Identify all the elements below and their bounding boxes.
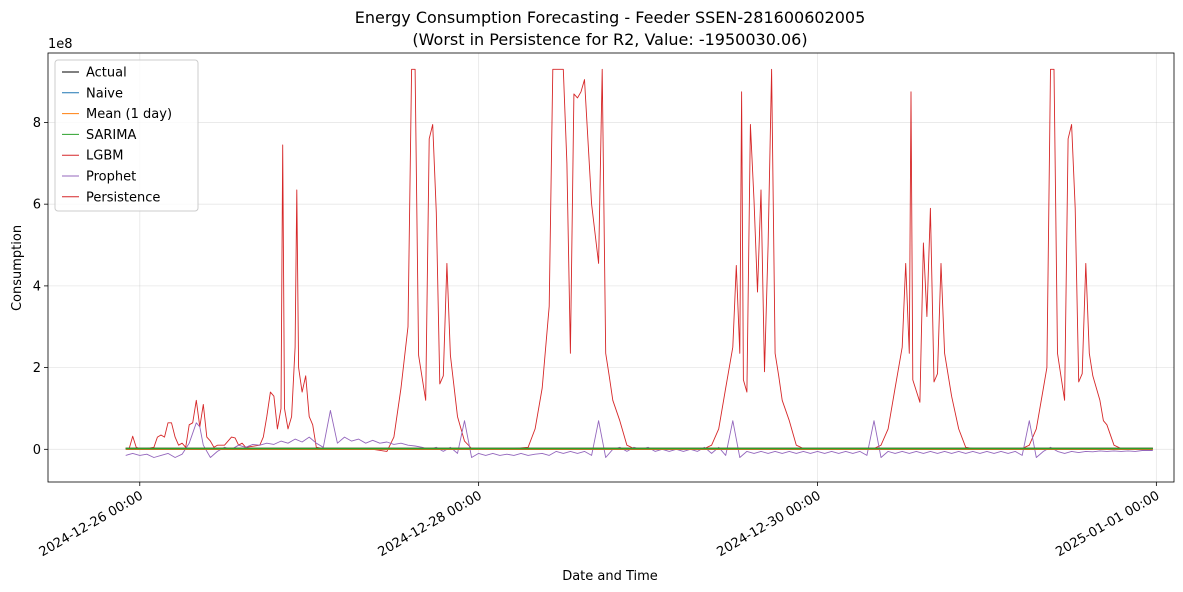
legend-box: [54, 59, 199, 212]
y-tick-label: 8: [33, 116, 41, 131]
legend-label-persistence: Persistence: [86, 190, 160, 205]
y-tick-label: 4: [33, 279, 41, 294]
legend-label-actual: Actual: [86, 66, 127, 81]
y-tick-label: 6: [33, 198, 41, 213]
y-tick-label: 0: [33, 443, 41, 458]
legend-label-naive: Naive: [86, 86, 123, 101]
chart-subtitle: (Worst in Persistence for R2, Value: -19…: [412, 30, 807, 49]
y-axis-label: Consumption: [10, 225, 25, 311]
chart-title: Energy Consumption Forecasting - Feeder …: [355, 8, 866, 27]
legend-label-mean-1-day: Mean (1 day): [86, 107, 172, 122]
y-tick-label: 2: [33, 361, 41, 376]
legend: Actual Naive Mean (1 day) SARIMA LGBM Prophet…: [54, 59, 199, 212]
y-axis-ticks: 0 2 4 6 8: [33, 116, 48, 458]
x-axis-label: Date and Time: [562, 569, 658, 584]
legend-label-prophet: Prophet: [86, 170, 136, 185]
plot-frame: [47, 52, 1175, 483]
series-line-persistence: [125, 68, 1153, 452]
legend-label-lgbm: LGBM: [86, 149, 123, 164]
legend-label-sarima: SARIMA: [86, 128, 136, 143]
series-line-prophet: [125, 410, 1153, 458]
y-offset-label: 1e8: [48, 37, 73, 52]
plot-lines: [125, 68, 1153, 458]
